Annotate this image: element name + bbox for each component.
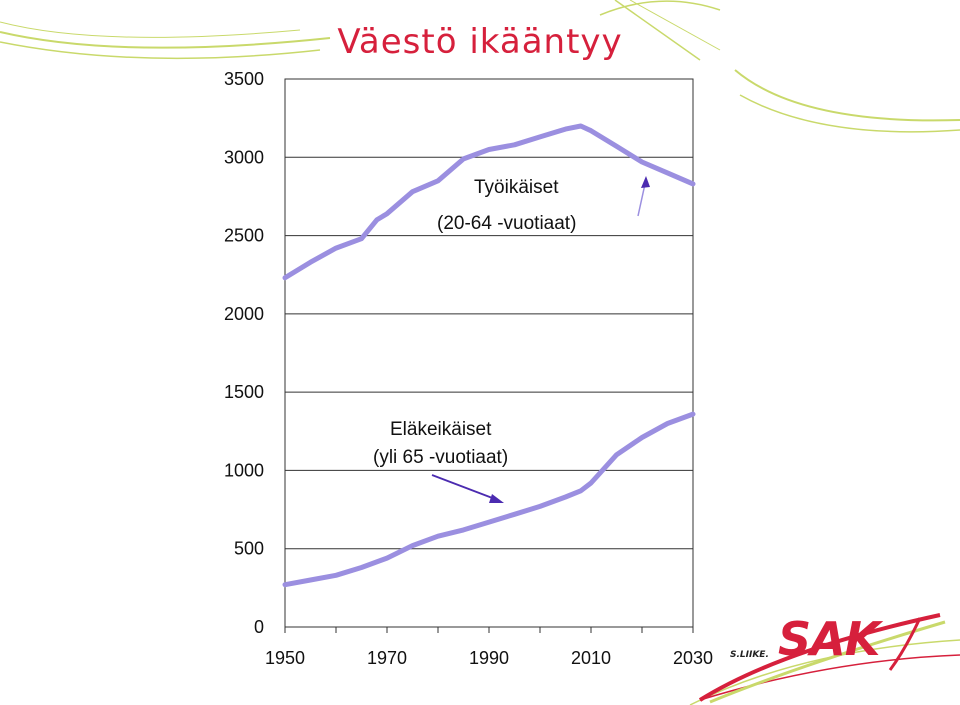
annotation-working-age-range: (20-64 -vuotiaat) [437, 213, 576, 234]
x-tick-label: 1950 [265, 648, 305, 668]
x-tick-label: 2010 [571, 648, 611, 668]
y-tick-label: 2500 [224, 226, 264, 246]
plot-area [284, 78, 694, 628]
series-line-working-age [282, 123, 696, 281]
x-tick-label: 1990 [469, 648, 509, 668]
arrow-to-working-age-line [637, 176, 650, 217]
y-tick-label: 0 [254, 617, 264, 637]
series-line-retired [282, 411, 696, 588]
gridlines [285, 156, 693, 550]
x-axis-ticks: 1950 1970 1990 2010 2030 [265, 627, 713, 668]
y-tick-label: 3000 [224, 147, 264, 167]
logo-slogan: S.LIIKE. [730, 650, 769, 660]
annotation-retired-range: (yli 65 -vuotiaat) [373, 447, 508, 468]
y-tick-label: 500 [234, 539, 264, 559]
arrow-to-retired-line [431, 474, 504, 503]
slide-title: Väestö ikääntyy [337, 22, 623, 62]
y-axis-ticks: 0 500 1000 1500 2000 2500 3000 3500 [224, 69, 264, 637]
sak-logo-swoosh [698, 613, 946, 704]
y-tick-label: 2000 [224, 304, 264, 324]
x-tick-label: 2030 [673, 648, 713, 668]
sak-logo: SAK [778, 612, 880, 666]
annotation-retired-title: Eläkeikäiset [390, 419, 492, 440]
x-tick-label: 1970 [367, 648, 407, 668]
y-tick-label: 1000 [224, 460, 264, 480]
y-tick-label: 1500 [224, 382, 264, 402]
series-lines [282, 123, 696, 588]
annotation-working-age-title: Työikäiset [474, 177, 559, 198]
y-tick-label: 3500 [224, 69, 264, 89]
